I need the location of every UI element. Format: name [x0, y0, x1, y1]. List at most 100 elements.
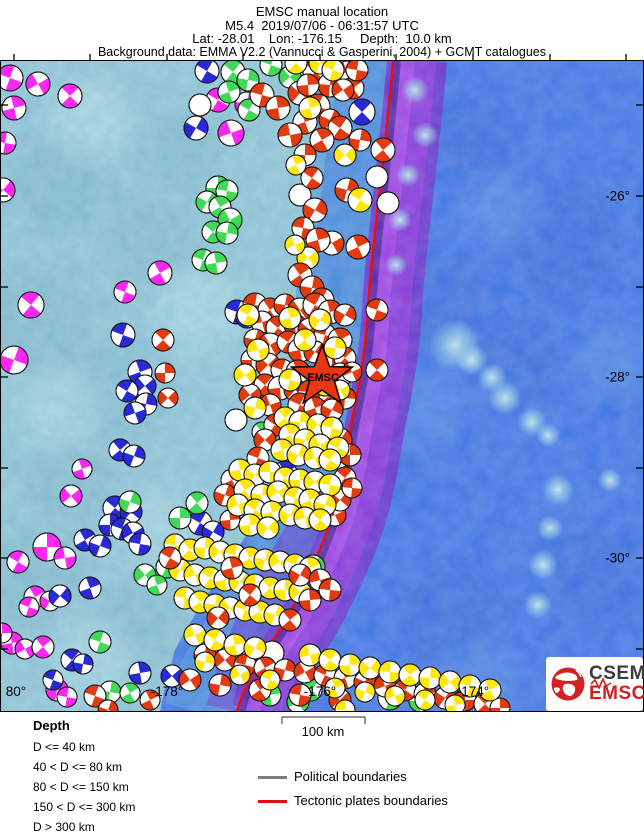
scale-bar-label: 100 km — [301, 724, 345, 739]
beachball — [333, 143, 357, 167]
beachball — [354, 681, 376, 703]
lon-label: -174° — [457, 684, 489, 699]
beachball — [53, 546, 77, 570]
beachball — [229, 664, 251, 686]
beachball — [414, 689, 436, 711]
beachball — [288, 563, 312, 587]
beachball — [277, 122, 303, 148]
beachball — [183, 115, 209, 141]
beachball — [376, 191, 400, 215]
depth-item-3: 80 < D <= 150 km — [33, 780, 129, 794]
beachball — [59, 484, 83, 508]
beachball — [128, 661, 152, 685]
beachball — [338, 653, 362, 677]
beachball — [217, 119, 245, 147]
beachball — [0, 64, 24, 92]
scale-bar — [281, 716, 366, 724]
beachball — [0, 131, 17, 155]
depth-item-4: 150 < D <= 300 km — [33, 800, 136, 814]
lon-label: -178° — [151, 684, 183, 699]
beachball — [278, 608, 302, 632]
lat-label: -26° — [605, 189, 630, 204]
beachball — [296, 73, 320, 97]
beachball — [168, 506, 192, 530]
beachball — [489, 697, 511, 712]
beachball — [458, 674, 482, 698]
globe-icon — [551, 667, 585, 701]
beachball — [253, 428, 277, 452]
beachball — [259, 669, 281, 691]
emsc-logo: CSEM EMSC — [546, 657, 644, 711]
beachball — [278, 368, 302, 392]
beachball — [243, 636, 267, 660]
beachball — [384, 685, 406, 707]
beachball — [151, 328, 175, 352]
legend-area: Depth D <= 40 km 40 < D <= 80 km 80 < D … — [0, 712, 644, 835]
beachball — [18, 596, 40, 618]
beachball — [365, 358, 389, 382]
beachball — [25, 71, 51, 97]
beachball — [341, 477, 363, 499]
beachball — [324, 677, 346, 699]
beachball — [17, 291, 45, 319]
beachball — [347, 187, 373, 213]
seismogram-zigzag-icon — [590, 678, 612, 690]
beachball — [243, 396, 267, 420]
beachball — [183, 623, 207, 647]
beachball — [318, 448, 342, 472]
beachball — [31, 635, 55, 659]
beachball — [334, 699, 356, 712]
beachball — [308, 508, 332, 532]
beachball — [236, 303, 260, 327]
beachball — [160, 664, 184, 688]
map-layers: -26° -28° -30° 80° -178° -176° -174° EMSC — [0, 60, 644, 712]
beachball — [1, 95, 27, 121]
beachball — [327, 115, 353, 141]
beachball — [0, 345, 29, 375]
beachball — [0, 177, 16, 203]
beachball — [438, 670, 462, 694]
beachball — [288, 683, 312, 707]
beachball — [194, 651, 216, 673]
beachball — [365, 165, 389, 189]
beachball — [478, 678, 502, 702]
political-boundary-label: Political boundaries — [294, 769, 407, 784]
beachball — [348, 128, 372, 152]
beachball — [348, 98, 376, 126]
beachball — [206, 606, 230, 630]
beachball — [236, 68, 260, 92]
beachball — [246, 338, 270, 362]
beachball — [333, 303, 357, 327]
beachball — [88, 534, 112, 558]
title-line-2: M5.4 2019/07/06 - 06:31:57 UTC — [225, 17, 419, 33]
beachball — [278, 306, 302, 330]
epicenter-label: EMSC — [307, 372, 339, 384]
beachball — [204, 251, 228, 275]
beachball — [259, 60, 283, 77]
beachball — [248, 600, 272, 624]
beachball — [122, 444, 146, 468]
tectonic-boundary-swatch — [258, 800, 287, 803]
beachball — [178, 668, 202, 692]
beachball — [323, 336, 347, 360]
bathymetry-map: -26° -28° -30° 80° -178° -176° -174° EMSC CSEM … — [0, 54, 644, 718]
beachball — [147, 260, 173, 286]
beachball — [226, 493, 250, 517]
beachball — [370, 137, 396, 163]
map-canvas: -26° -28° -30° 80° -178° -176° -174° EMSC — [0, 54, 644, 718]
beachball — [115, 379, 139, 403]
beachball — [284, 234, 306, 256]
beachball — [83, 684, 107, 708]
political-boundary-swatch — [258, 776, 287, 779]
beachball — [320, 416, 344, 440]
beachball — [157, 387, 179, 409]
beachball — [119, 682, 141, 704]
lon-label: 80° — [6, 684, 26, 699]
beachball — [57, 83, 83, 109]
depth-legend-title: Depth — [33, 718, 70, 733]
beachball — [256, 516, 280, 540]
beachball — [331, 78, 355, 102]
beachball — [285, 154, 307, 176]
beachball — [185, 491, 209, 515]
